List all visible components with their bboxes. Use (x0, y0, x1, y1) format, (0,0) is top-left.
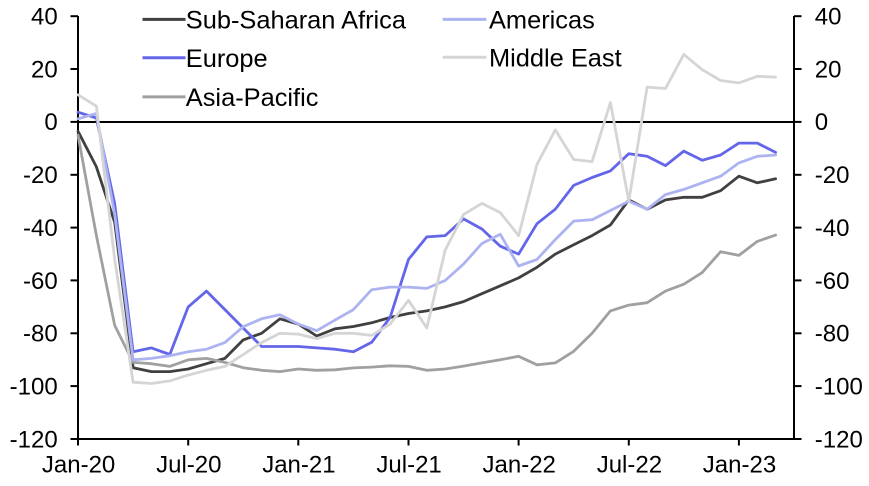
svg-text:Asia-Pacific: Asia-Pacific (186, 84, 319, 112)
svg-text:40: 40 (815, 4, 842, 31)
svg-text:40: 40 (31, 4, 58, 31)
svg-text:Jul-20: Jul-20 (156, 451, 221, 478)
svg-text:-60: -60 (815, 268, 850, 295)
svg-text:20: 20 (31, 56, 58, 83)
svg-text:-100: -100 (10, 373, 58, 400)
svg-text:Sub-Saharan Africa: Sub-Saharan Africa (186, 7, 407, 35)
svg-text:-60: -60 (23, 268, 58, 295)
svg-text:-20: -20 (815, 162, 850, 189)
svg-text:Jul-21: Jul-21 (376, 451, 441, 478)
svg-text:Middle East: Middle East (489, 44, 622, 72)
svg-text:-40: -40 (815, 215, 850, 242)
svg-text:Europe: Europe (186, 45, 268, 73)
svg-text:-20: -20 (23, 162, 58, 189)
svg-text:0: 0 (44, 109, 57, 136)
svg-text:-120: -120 (10, 426, 58, 453)
svg-text:0: 0 (815, 109, 828, 136)
svg-text:Jan-22: Jan-22 (483, 451, 556, 478)
svg-text:-120: -120 (815, 426, 863, 453)
svg-text:20: 20 (815, 56, 842, 83)
svg-text:Jan-23: Jan-23 (703, 451, 776, 478)
svg-text:Jul-22: Jul-22 (597, 451, 662, 478)
svg-text:-40: -40 (23, 215, 58, 242)
svg-text:-80: -80 (815, 321, 850, 348)
svg-text:-80: -80 (23, 321, 58, 348)
svg-text:Jan-21: Jan-21 (262, 451, 335, 478)
svg-text:Americas: Americas (489, 7, 595, 35)
svg-text:-100: -100 (815, 373, 863, 400)
svg-text:Jan-20: Jan-20 (42, 451, 115, 478)
